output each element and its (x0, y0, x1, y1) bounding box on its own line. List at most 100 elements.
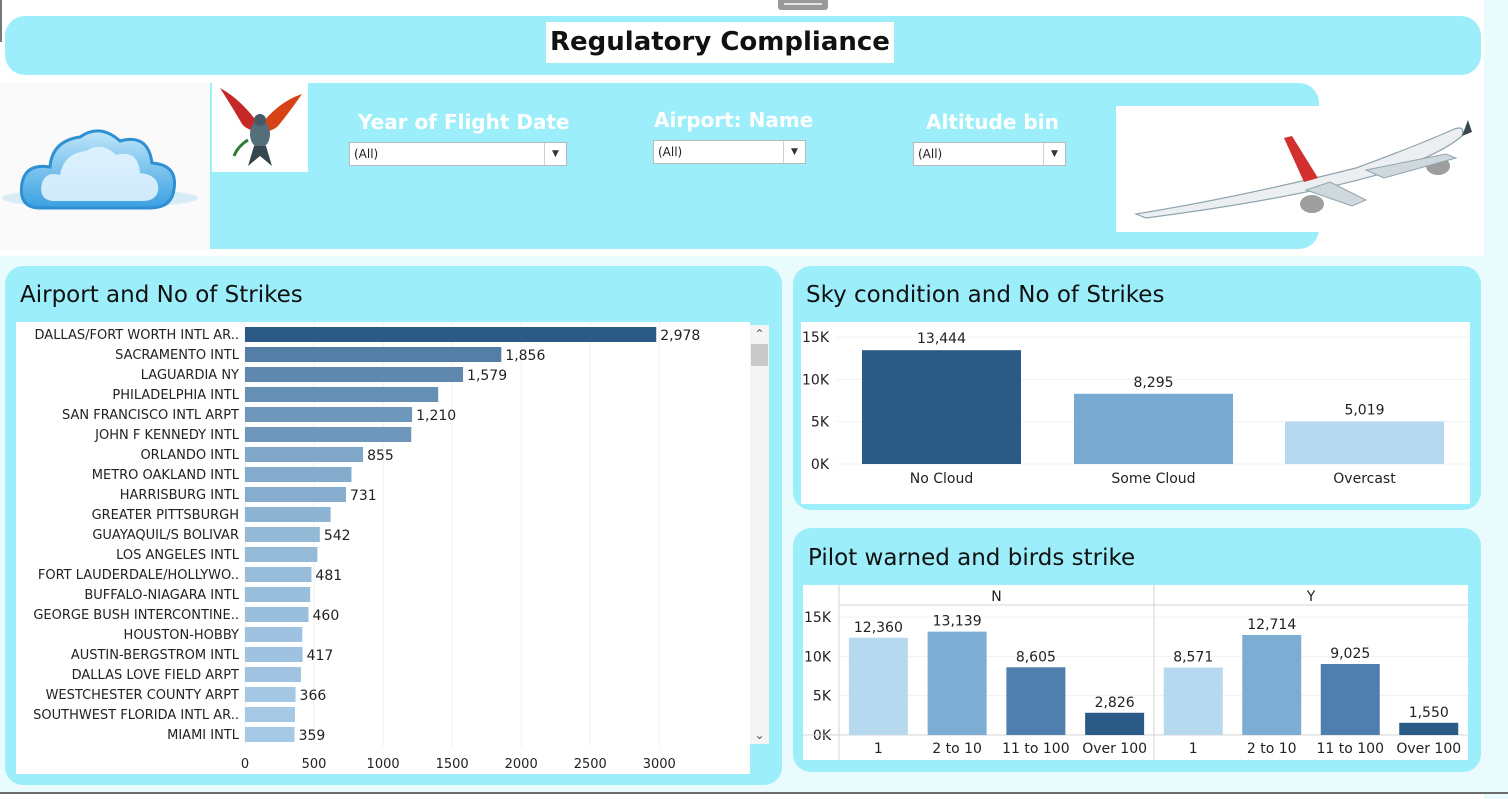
airport-name-label: BUFFALO-NIAGARA INTL (84, 588, 239, 603)
airport-chart-area: 0 500 1000 1500 2000 2500 3000 DALLAS/FORT WORT… (16, 322, 750, 774)
filter-label-airport: Airport: Name (654, 108, 814, 132)
airport-value-label: 1,210 (416, 408, 456, 424)
scrollbar-thumb[interactable] (751, 344, 768, 366)
pilot-bar (1006, 667, 1066, 735)
chevron-down-icon[interactable]: ▼ (1043, 143, 1065, 165)
airport-value-label: 855 (367, 448, 394, 464)
sky-panel-title: Sky condition and No of Strikes (806, 282, 1165, 308)
filter-label-year: Year of Flight Date (358, 110, 570, 134)
x-tick-label: 0 (241, 757, 249, 772)
x-tick-label: 1500 (436, 757, 469, 772)
airport-name-label: SOUTHWEST FLORIDA INTL AR.. (33, 708, 239, 723)
sky-bar (862, 350, 1021, 464)
chevron-down-icon[interactable]: ▼ (544, 143, 566, 165)
year-filter-value: (All) (354, 147, 379, 161)
pilot-value-label: 8,571 (1173, 650, 1213, 666)
airport-value-label: 481 (315, 568, 342, 584)
pilot-chart-area: 15K 10K 5K 0K N 12,360 1 13,139 2 to 10 8,605 11 t… (803, 585, 1468, 760)
airport-bar (245, 647, 303, 662)
pilot-bar (1085, 712, 1145, 735)
pilot-category-label: Over 100 (1396, 741, 1461, 757)
sky-value-label: 8,295 (1133, 375, 1173, 391)
airport-bar (245, 327, 657, 342)
series-header: Y (1306, 589, 1316, 605)
airport-scrollbar[interactable] (750, 325, 769, 744)
cloud-image (0, 83, 210, 249)
y-tick-label: 10K (802, 372, 830, 388)
pilot-category-label: 11 to 100 (1002, 741, 1070, 757)
scroll-down-icon[interactable]: ⌄ (754, 728, 765, 742)
airport-bar (245, 627, 303, 642)
y-tick-label: 0K (811, 457, 830, 473)
sky-bar (1074, 393, 1233, 464)
airport-bar (245, 607, 309, 622)
airport-value-label: 417 (307, 648, 334, 664)
chevron-down-icon[interactable]: ▼ (783, 141, 805, 163)
y-tick-label: 5K (813, 689, 832, 705)
pilot-value-label: 9,025 (1330, 646, 1370, 662)
bottom-border (0, 792, 1508, 794)
pilot-category-label: 2 to 10 (1247, 741, 1297, 757)
pilot-value-label: 13,139 (933, 614, 982, 630)
x-tick-label: 1000 (367, 757, 400, 772)
y-tick-label: 10K (804, 649, 832, 665)
airport-filter-dropdown[interactable]: (All) ▼ (653, 140, 806, 164)
altitude-filter-value: (All) (918, 147, 943, 161)
x-tick-label: 3000 (643, 757, 676, 772)
sky-value-label: 5,019 (1344, 403, 1384, 419)
airport-bar (245, 547, 318, 562)
x-tick-label: 2500 (574, 757, 607, 772)
scroll-up-icon[interactable]: ⌃ (754, 327, 765, 341)
airport-name-label: WESTCHESTER COUNTY ARPT (46, 688, 239, 703)
airport-name-label: DALLAS LOVE FIELD ARPT (72, 668, 239, 683)
year-filter-dropdown[interactable]: (All) ▼ (349, 142, 567, 166)
pilot-bar (1163, 667, 1223, 735)
airport-value-label: 460 (313, 608, 340, 624)
airplane-image (1116, 106, 1484, 232)
airport-value-label: 1,579 (467, 368, 507, 384)
sky-category-label: Overcast (1333, 471, 1396, 487)
pilot-category-label: 2 to 10 (932, 741, 982, 757)
x-tick-label: 500 (302, 757, 327, 772)
airport-name-label: GEORGE BUSH INTERCONTINE.. (33, 608, 239, 623)
airport-bar (245, 507, 331, 522)
altitude-filter-dropdown[interactable]: (All) ▼ (913, 142, 1066, 166)
airport-bar (245, 707, 295, 722)
pilot-value-label: 1,550 (1409, 705, 1449, 721)
airport-value-label: 731 (350, 488, 377, 504)
airport-name-label: SACRAMENTO INTL (115, 348, 240, 363)
cloud-icon (2, 129, 198, 210)
sky-value-label: 13,444 (917, 331, 966, 347)
pilot-value-label: 12,714 (1247, 617, 1296, 633)
airport-value-label: 359 (299, 728, 326, 744)
bird-image (212, 80, 308, 172)
airport-bar (245, 427, 412, 442)
sky-category-label: No Cloud (910, 471, 973, 487)
sky-condition-chart: 15K 10K 5K 0K 13,444 No Cloud 8,295 Some Cloud 5… (802, 330, 1470, 487)
airport-bar (245, 727, 295, 742)
airport-bar (245, 687, 296, 702)
sky-bar (1285, 421, 1444, 464)
pilot-category-label: Over 100 (1082, 741, 1147, 757)
airport-value-label: 542 (324, 528, 351, 544)
drag-handle[interactable] (778, 0, 828, 10)
pilot-bar (1399, 722, 1459, 735)
pilot-bar (927, 631, 987, 735)
y-tick-label: 15K (802, 330, 830, 346)
pilot-panel-title: Pilot warned and birds strike (808, 545, 1136, 571)
filter-label-altitude: Altitude bin (926, 110, 1059, 134)
airport-bar (245, 447, 364, 462)
airport-value-label: 366 (300, 688, 327, 704)
airport-name-label: GUAYAQUIL/S BOLIVAR (92, 528, 239, 543)
y-tick-label: 0K (813, 728, 832, 744)
airport-bar (245, 367, 464, 382)
airport-name-label: HOUSTON-HOBBY (124, 628, 239, 643)
airport-bar (245, 387, 439, 402)
airport-name-label: HARRISBURG INTL (120, 488, 240, 503)
pilot-category-label: 1 (1189, 741, 1198, 757)
pilot-category-label: 11 to 100 (1317, 741, 1385, 757)
x-tick-label: 2000 (505, 757, 538, 772)
y-tick-label: 15K (804, 610, 832, 626)
pilot-value-label: 2,826 (1095, 695, 1135, 711)
airport-bar (245, 347, 502, 362)
